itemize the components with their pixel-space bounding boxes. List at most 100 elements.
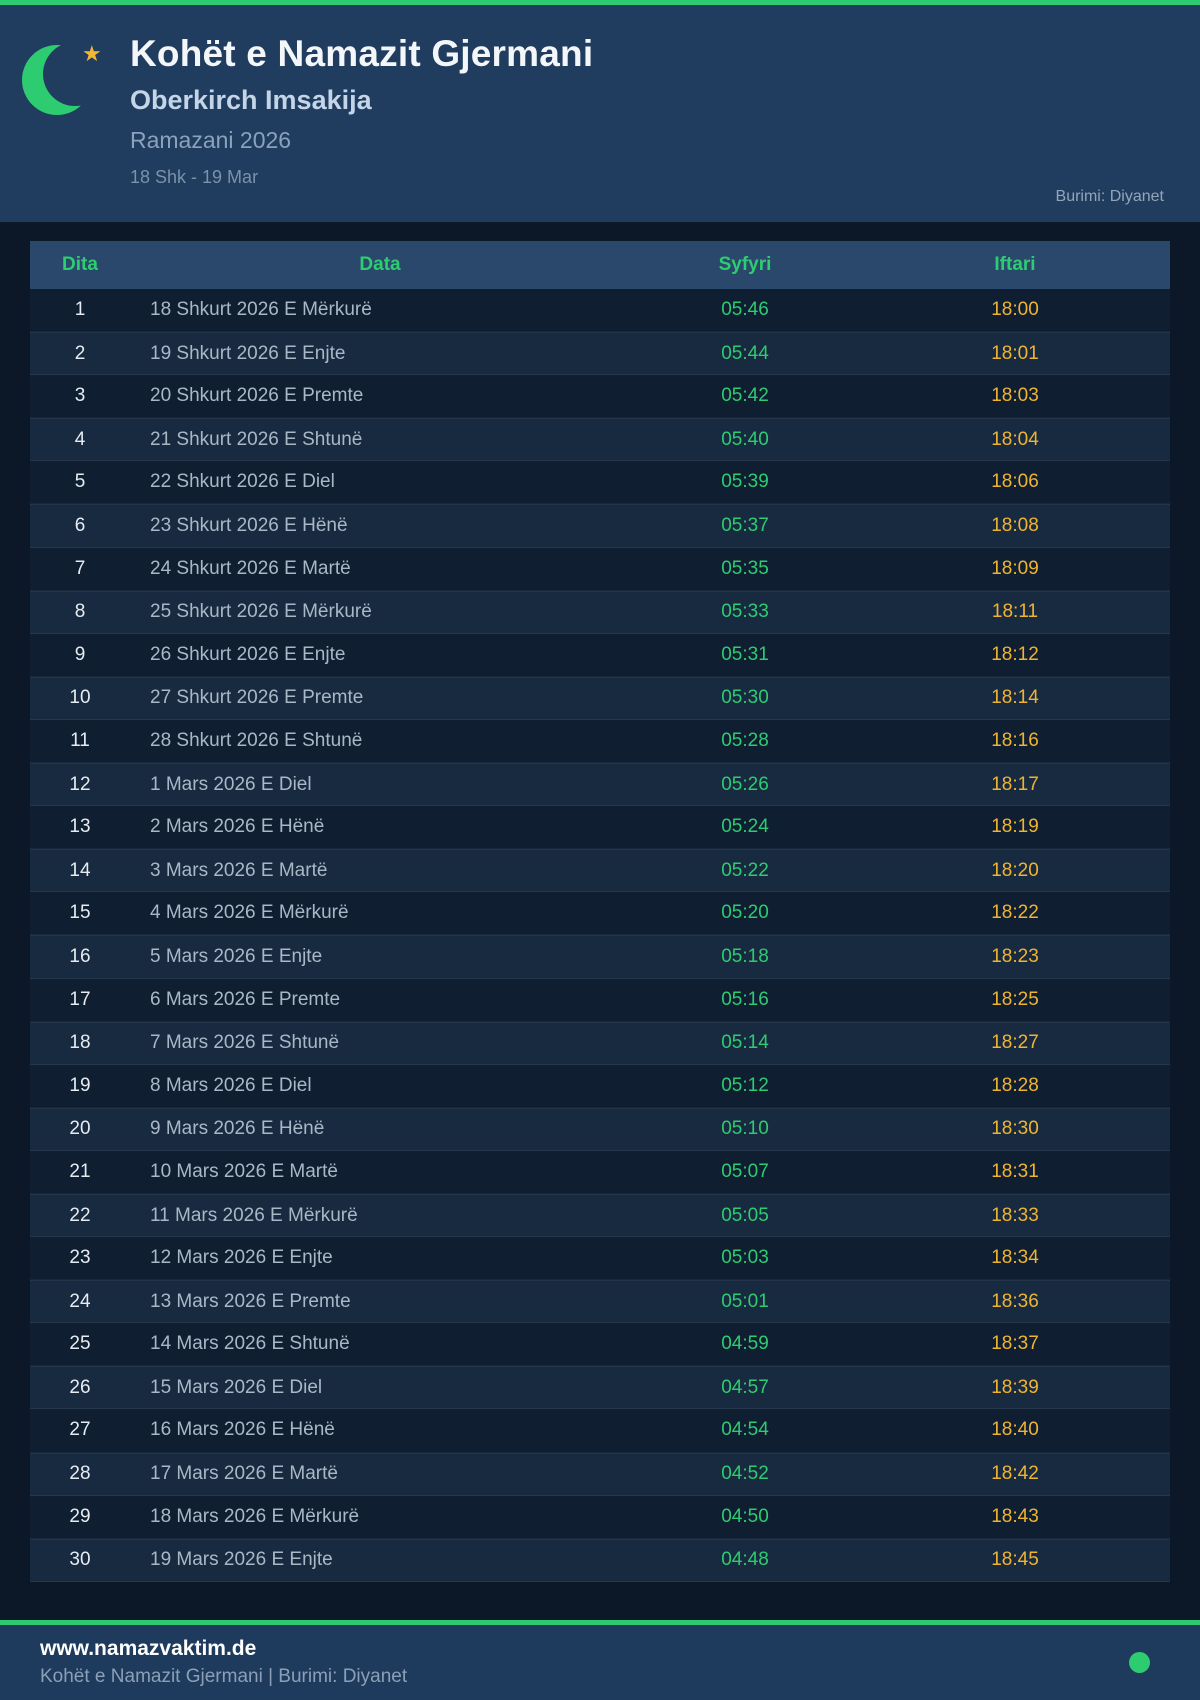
cell-dita: 17 — [69, 988, 91, 1010]
cell-data: 6 Mars 2026 E Premte — [150, 988, 341, 1010]
table-row: 14 3 Mars 2026 E Martë 05:22 18:20 — [30, 849, 1170, 893]
column-header-data: Data — [359, 254, 401, 275]
cell-syfyri: 04:57 — [721, 1376, 769, 1398]
column-header-syfyri: Syfyri — [718, 254, 772, 275]
cell-dita: 19 — [69, 1074, 91, 1096]
column-header-dita: Dita — [62, 254, 98, 275]
cell-data: 26 Shkurt 2026 E Enjte — [150, 643, 346, 665]
column-header-iftari: Iftari — [994, 254, 1036, 275]
table-row: 4 21 Shkurt 2026 E Shtunë 05:40 18:04 — [30, 418, 1170, 462]
cell-syfyri: 05:10 — [721, 1118, 769, 1140]
table-row: 1 18 Shkurt 2026 E Mërkurë 05:46 18:00 — [30, 289, 1170, 333]
star-icon: ★ — [82, 41, 102, 66]
table-row: 21 10 Mars 2026 E Martë 05:07 18:31 — [30, 1150, 1170, 1194]
cell-data: 16 Mars 2026 E Hënë — [150, 1419, 335, 1441]
footer-site-url[interactable]: www.namazvaktim.de — [40, 1637, 257, 1660]
main-content: Dita Data Syfyri Iftari 1 18 Shkurt 2026 … — [0, 222, 1200, 1620]
table-row: 5 22 Shkurt 2026 E Diel 05:39 18:06 — [30, 461, 1170, 505]
table-row: 22 11 Mars 2026 E Mërkurë 05:05 18:33 — [30, 1193, 1170, 1238]
cell-data: 11 Mars 2026 E Mërkurë — [150, 1204, 358, 1226]
cell-syfyri: 05:44 — [721, 342, 769, 364]
cell-dita: 11 — [70, 729, 90, 751]
cell-data: 24 Shkurt 2026 E Martë — [150, 557, 351, 579]
cell-data: 20 Shkurt 2026 E Premte — [150, 385, 364, 407]
cell-syfyri: 05:22 — [721, 859, 769, 881]
cell-dita: 1 — [74, 299, 86, 321]
table-row: 11 28 Shkurt 2026 E Shtunë 05:28 18:16 — [30, 719, 1170, 764]
prayer-times-table: Dita Data Syfyri Iftari 1 18 Shkurt 2026 … — [30, 241, 1170, 1582]
cell-dita: 26 — [69, 1376, 91, 1398]
cell-syfyri: 05:14 — [721, 1032, 769, 1054]
logo: ★ — [0, 5, 130, 135]
cell-dita: 10 — [69, 687, 91, 709]
cell-iftari: 18:06 — [991, 471, 1039, 493]
cell-data: 28 Shkurt 2026 E Shtunë — [150, 729, 363, 751]
table-row: 24 13 Mars 2026 E Premte 05:01 18:36 — [30, 1280, 1170, 1324]
cell-data: 23 Shkurt 2026 E Hënë — [150, 515, 348, 537]
cell-iftari: 18:25 — [991, 988, 1039, 1010]
cell-syfyri: 05:12 — [721, 1074, 769, 1096]
cell-syfyri: 05:20 — [721, 902, 769, 924]
cell-iftari: 18:23 — [991, 945, 1039, 967]
table-row: 15 4 Mars 2026 E Mërkurë 05:20 18:22 — [30, 892, 1170, 936]
cell-iftari: 18:34 — [991, 1247, 1039, 1269]
cell-iftari: 18:30 — [991, 1118, 1039, 1140]
cell-iftari: 18:17 — [991, 773, 1039, 795]
header-text: Kohët e Namazit Gjermani Oberkirch Imsak… — [130, 33, 593, 188]
cell-data: 7 Mars 2026 E Shtunë — [150, 1032, 340, 1054]
cell-syfyri: 05:24 — [721, 816, 769, 838]
cell-data: 18 Mars 2026 E Mërkurë — [150, 1505, 360, 1527]
cell-iftari: 18:45 — [991, 1549, 1039, 1571]
cell-iftari: 18:33 — [991, 1204, 1039, 1226]
table-row: 27 16 Mars 2026 E Hënë 04:54 18:40 — [30, 1409, 1170, 1453]
table-row: 25 14 Mars 2026 E Shtunë 04:59 18:37 — [30, 1323, 1170, 1367]
cell-syfyri: 05:39 — [721, 471, 769, 493]
table-row: 28 17 Mars 2026 E Martë 04:52 18:42 — [30, 1452, 1170, 1496]
cell-data: 25 Shkurt 2026 E Mërkurë — [150, 601, 372, 623]
cell-iftari: 18:36 — [991, 1290, 1039, 1312]
cell-iftari: 18:31 — [991, 1160, 1039, 1182]
cell-dita: 25 — [69, 1333, 91, 1355]
cell-syfyri: 04:50 — [721, 1505, 769, 1527]
table-row: 30 19 Mars 2026 E Enjte 04:48 18:45 — [30, 1538, 1170, 1582]
table-row: 12 1 Mars 2026 E Diel 05:26 18:17 — [30, 763, 1170, 807]
cell-data: 27 Shkurt 2026 E Premte — [150, 687, 364, 709]
cell-dita: 28 — [69, 1463, 91, 1485]
cell-syfyri: 05:18 — [721, 945, 769, 967]
cell-dita: 15 — [69, 902, 91, 924]
cell-data: 9 Mars 2026 E Hënë — [150, 1118, 325, 1140]
cell-iftari: 18:16 — [991, 729, 1039, 751]
table-row: 17 6 Mars 2026 E Premte 05:16 18:25 — [30, 978, 1170, 1022]
cell-data: 15 Mars 2026 E Diel — [150, 1376, 323, 1398]
cell-syfyri: 05:26 — [721, 773, 769, 795]
cell-iftari: 18:14 — [991, 687, 1039, 709]
footer: www.namazvaktim.de Kohët e Namazit Gjerm… — [0, 1625, 1200, 1700]
green-dot-icon — [1129, 1652, 1150, 1673]
cell-syfyri: 05:31 — [721, 643, 769, 665]
cell-iftari: 18:00 — [991, 299, 1039, 321]
page-subtitle: Oberkirch Imsakija — [130, 85, 372, 115]
table-row: 19 8 Mars 2026 E Diel 05:12 18:28 — [30, 1064, 1170, 1108]
cell-dita: 13 — [69, 816, 91, 838]
cell-data: 19 Mars 2026 E Enjte — [150, 1549, 333, 1571]
cell-dita: 7 — [74, 557, 86, 579]
table-row: 3 20 Shkurt 2026 E Premte 05:42 18:03 — [30, 375, 1170, 419]
cell-syfyri: 05:07 — [721, 1160, 769, 1182]
cell-syfyri: 05:46 — [721, 299, 769, 321]
cell-dita: 2 — [74, 342, 86, 364]
cell-dita: 20 — [69, 1118, 91, 1140]
cell-dita: 29 — [69, 1505, 91, 1527]
cell-iftari: 18:19 — [991, 816, 1039, 838]
table-row: 10 27 Shkurt 2026 E Premte 05:30 18:14 — [30, 676, 1170, 720]
table-row: 29 18 Mars 2026 E Mërkurë 04:50 18:43 — [30, 1495, 1170, 1539]
date-range-label: 18 Shk - 19 Mar — [130, 167, 259, 187]
source-label: Burimi: Diyanet — [1055, 188, 1164, 205]
cell-dita: 4 — [74, 428, 86, 450]
cell-dita: 9 — [74, 643, 86, 665]
cell-data: 22 Shkurt 2026 E Diel — [150, 471, 335, 493]
cell-syfyri: 05:42 — [721, 385, 769, 407]
cell-data: 4 Mars 2026 E Mërkurë — [150, 902, 349, 924]
cell-data: 21 Shkurt 2026 E Shtunë — [150, 428, 363, 450]
table-body: 1 18 Shkurt 2026 E Mërkurë 05:46 18:00 2 19 S… — [30, 289, 1170, 1582]
cell-iftari: 18:04 — [991, 428, 1039, 450]
